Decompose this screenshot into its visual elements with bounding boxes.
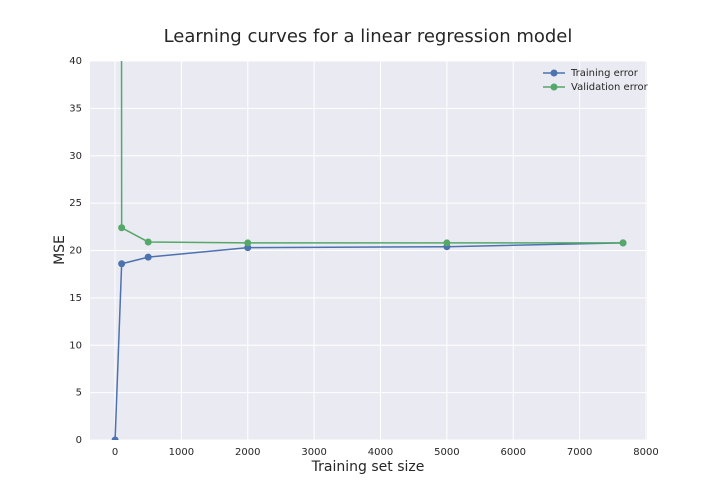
x-tick-label: 1000 bbox=[169, 447, 194, 458]
x-tick-label: 0 bbox=[112, 447, 118, 458]
point bbox=[144, 238, 152, 246]
y-tick-label: 10 bbox=[69, 340, 82, 351]
point bbox=[619, 239, 627, 247]
x-axis-label: Training set size bbox=[311, 459, 425, 475]
y-tick-label: 25 bbox=[69, 198, 82, 209]
y-tick-label: 30 bbox=[69, 151, 82, 162]
point bbox=[118, 224, 126, 232]
series-line bbox=[120, 61, 624, 244]
y-tick-label: 20 bbox=[69, 246, 82, 257]
legend-label: Validation error bbox=[571, 82, 649, 93]
series-line bbox=[114, 242, 624, 440]
x-tick-label: 2000 bbox=[235, 447, 260, 458]
x-tick-label: 7000 bbox=[567, 447, 592, 458]
y-tick-label: 35 bbox=[69, 103, 82, 114]
chart-title: Learning curves for a linear regression … bbox=[164, 26, 573, 47]
legend-marker bbox=[550, 69, 558, 77]
y-tick-label: 15 bbox=[69, 293, 82, 304]
y-tick-label: 40 bbox=[69, 56, 82, 67]
plot-content bbox=[111, 61, 627, 440]
y-tick-label: 0 bbox=[76, 435, 82, 446]
y-tick-label: 5 bbox=[76, 388, 82, 399]
x-tick-label: 3000 bbox=[301, 447, 326, 458]
x-tick-label: 5000 bbox=[434, 447, 459, 458]
x-tick-label: 4000 bbox=[368, 447, 393, 458]
point bbox=[244, 239, 252, 247]
point bbox=[118, 260, 126, 268]
x-tick-label: 6000 bbox=[501, 447, 526, 458]
point bbox=[443, 239, 451, 247]
legend-marker bbox=[550, 83, 558, 91]
legend-label: Training error bbox=[570, 68, 639, 79]
y-axis-label: MSE bbox=[52, 235, 68, 265]
point bbox=[111, 436, 119, 440]
point bbox=[144, 253, 152, 261]
x-tick-label: 8000 bbox=[633, 447, 658, 458]
